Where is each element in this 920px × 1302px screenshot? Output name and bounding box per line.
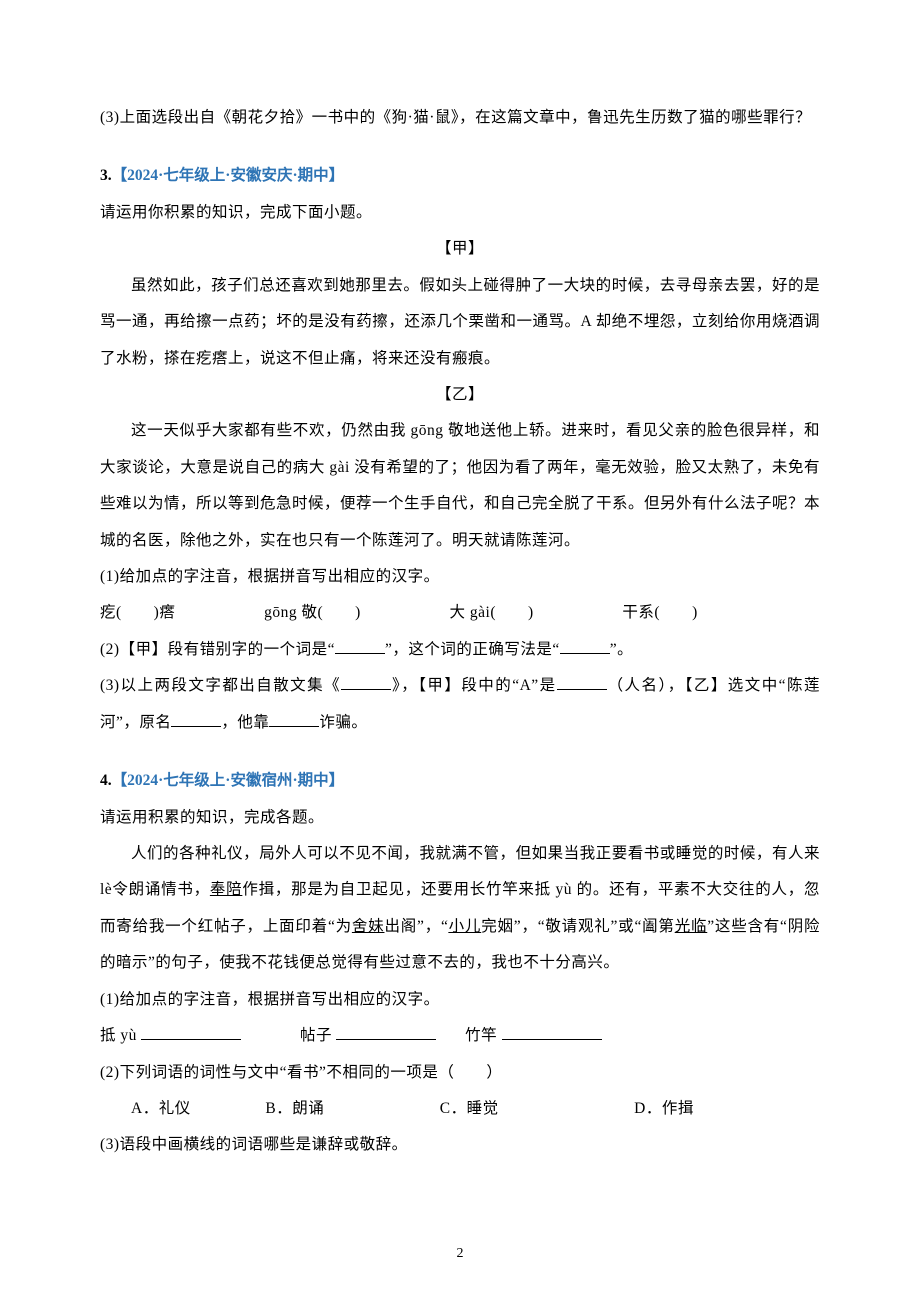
- q4-p1d: 完姻”，“敬请观礼”或“阖第: [481, 918, 674, 935]
- spacer: [100, 136, 820, 158]
- q4-s1-c: 竹竿: [465, 1027, 497, 1044]
- q2-sub3: (3)上面选段出自《朝花夕拾》一书中的《狗·猫·鼠》，在这篇文章中，鲁迅先生历数…: [100, 100, 820, 136]
- q3-sub1-row: 疙( )瘩 gōng 敬( ) 大 gài( ) 干系( ): [100, 595, 820, 631]
- blank[interactable]: [336, 1025, 436, 1040]
- q3-jia-label: 【甲】: [100, 231, 820, 267]
- q3-sub2: (2)【甲】段有错别字的一个词是“ ”，这个词的正确写法是“ ”。: [100, 632, 820, 668]
- blank[interactable]: [269, 712, 319, 727]
- q4-s1-a: 抵 yù: [100, 1027, 137, 1044]
- q3-sub1: (1)给加点的字注音，根据拼音写出相应的汉字。: [100, 559, 820, 595]
- q4-passage: 人们的各种礼仪，局外人可以不见不闻，我就满不管，但如果当我正要看书或睡觉的时候，…: [100, 836, 820, 982]
- q3-s1-a: 疙( )瘩: [100, 604, 175, 621]
- q4-optD[interactable]: D．作揖: [634, 1091, 694, 1127]
- q3-s3-d: ，他靠: [221, 714, 269, 731]
- q4-optC[interactable]: C．睡觉: [440, 1091, 630, 1127]
- q3-s2-c: ”。: [610, 641, 633, 658]
- q4-sub1: (1)给加点的字注音，根据拼音写出相应的汉字。: [100, 982, 820, 1018]
- q3-s3-a: (3)以上两段文字都出自散文集《: [100, 677, 341, 694]
- page-number: 2: [0, 1246, 920, 1262]
- q4-u2: 舍妹: [352, 918, 385, 935]
- q3-heading: 3.【2024·七年级上·安徽安庆·期中】: [100, 158, 820, 194]
- q3-lead: 请运用你积累的知识，完成下面小题。: [100, 195, 820, 231]
- blank[interactable]: [141, 1025, 241, 1040]
- q3-yi-text: 这一天似乎大家都有些不欢，仍然由我 gōng 敬地送他上轿。进来时，看见父亲的脸…: [100, 413, 820, 559]
- q3-s2-a: (2)【甲】段有错别字的一个词是“: [100, 641, 335, 658]
- q4-sub1-row: 抵 yù 帖子 竹竿: [100, 1018, 820, 1054]
- blank[interactable]: [560, 639, 610, 654]
- q3-source: 【2024·七年级上·安徽安庆·期中】: [112, 167, 345, 184]
- q3-sub3: (3)以上两段文字都出自散文集《》，【甲】段中的“A”是（人名），【乙】选文中“…: [100, 668, 820, 741]
- q3-s2-b: ”，这个词的正确写法是“: [385, 641, 560, 658]
- q3-s1-d: 干系( ): [622, 604, 697, 621]
- blank[interactable]: [341, 675, 391, 690]
- q4-s1-b: 帖子: [300, 1027, 332, 1044]
- q3-s1-c: 大 gài( ): [450, 604, 534, 621]
- q3-number: 3.: [100, 167, 112, 184]
- q4-p1c: 出阁”，“: [384, 918, 448, 935]
- q3-jia-text: 虽然如此，孩子们总还喜欢到她那里去。假如头上碰得肿了一大块的时候，去寻母亲去罢，…: [100, 268, 820, 377]
- q4-lead: 请运用积累的知识，完成各题。: [100, 800, 820, 836]
- q4-number: 4.: [100, 772, 112, 789]
- q4-u3: 小儿: [448, 918, 481, 935]
- page: (3)上面选段出自《朝花夕拾》一书中的《狗·猫·鼠》，在这篇文章中，鲁迅先生历数…: [0, 0, 920, 1302]
- q4-heading: 4.【2024·七年级上·安徽宿州·期中】: [100, 763, 820, 799]
- q4-sub3: (3)语段中画横线的词语哪些是谦辞或敬辞。: [100, 1127, 820, 1163]
- q4-optA[interactable]: A．礼仪: [131, 1091, 261, 1127]
- spacer: [100, 741, 820, 763]
- blank[interactable]: [502, 1025, 602, 1040]
- q3-s1-b: gōng 敬( ): [264, 604, 361, 621]
- q4-source: 【2024·七年级上·安徽宿州·期中】: [112, 772, 345, 789]
- q4-sub2-options: A．礼仪 B．朗诵 C．睡觉 D．作揖: [100, 1091, 820, 1127]
- blank[interactable]: [557, 675, 607, 690]
- q3-s3-b: 》，【甲】段中的“A”是: [391, 677, 557, 694]
- q4-u1: 奉陪: [210, 881, 242, 898]
- blank[interactable]: [171, 712, 221, 727]
- q3-s3-e: 诈骗。: [319, 714, 367, 731]
- q4-optB[interactable]: B．朗诵: [265, 1091, 435, 1127]
- q4-u4: 光临: [675, 918, 708, 935]
- blank[interactable]: [335, 639, 385, 654]
- q3-yi-label: 【乙】: [100, 377, 820, 413]
- q4-sub2: (2)下列词语的词性与文中“看书”不相同的一项是（ ）: [100, 1055, 820, 1091]
